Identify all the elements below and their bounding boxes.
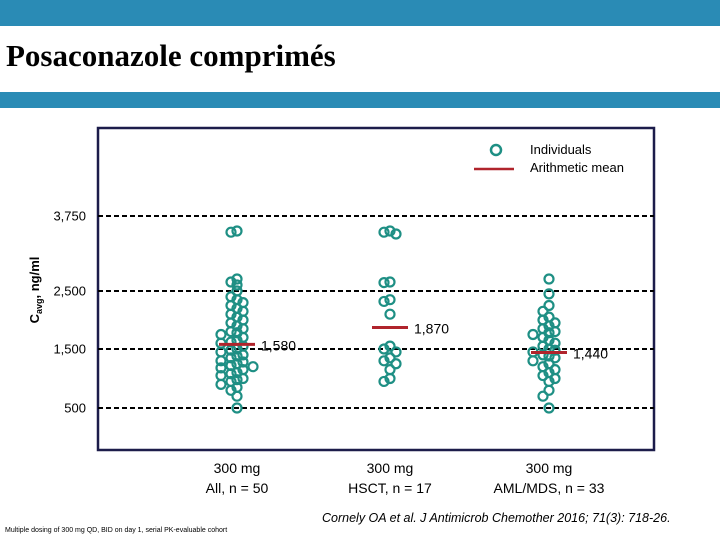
data-point bbox=[384, 340, 396, 352]
data-point bbox=[225, 352, 237, 364]
mean-label: 1,440 bbox=[573, 346, 608, 362]
data-point bbox=[543, 402, 555, 414]
data-point bbox=[225, 384, 237, 396]
data-point bbox=[384, 364, 396, 376]
data-point bbox=[378, 355, 390, 367]
data-point bbox=[231, 374, 243, 386]
citation: Cornely OA et al. J Antimicrob Chemother… bbox=[322, 511, 671, 525]
data-point bbox=[215, 378, 227, 390]
data-point bbox=[231, 225, 243, 237]
x-group-sublabel: HSCT, n = 17 bbox=[348, 480, 432, 496]
data-point bbox=[527, 328, 539, 341]
data-point bbox=[215, 362, 227, 374]
data-point bbox=[225, 326, 237, 338]
data-point bbox=[549, 337, 561, 349]
title-band bbox=[0, 26, 720, 92]
data-point bbox=[378, 226, 390, 238]
data-point bbox=[543, 320, 555, 332]
data-point bbox=[549, 344, 561, 356]
y-tick-label: 2,500 bbox=[53, 284, 86, 299]
data-point bbox=[231, 390, 243, 402]
data-point bbox=[237, 372, 249, 385]
data-point bbox=[537, 349, 549, 361]
data-point bbox=[231, 350, 243, 362]
y-axis-label-rest: , ng/ml bbox=[27, 257, 42, 299]
x-group-label: 300 mg bbox=[367, 460, 414, 476]
data-point bbox=[225, 226, 237, 238]
page-title: Posaconazole comprimés bbox=[6, 38, 336, 73]
data-point bbox=[549, 372, 561, 385]
data-point bbox=[543, 299, 555, 312]
data-point bbox=[237, 349, 249, 361]
data-point bbox=[231, 273, 243, 285]
data-point bbox=[390, 228, 402, 240]
legend: Individuals Arithmetic mean bbox=[474, 142, 624, 175]
data-point bbox=[537, 390, 549, 402]
data-point bbox=[231, 367, 243, 379]
data-point bbox=[384, 372, 396, 385]
data-point bbox=[390, 346, 402, 358]
data-point bbox=[537, 369, 549, 382]
data-point bbox=[527, 355, 539, 367]
data-point bbox=[378, 295, 390, 308]
data-point bbox=[384, 294, 396, 306]
data-point bbox=[247, 361, 259, 373]
data-point bbox=[378, 375, 390, 388]
plot-frame bbox=[96, 126, 656, 452]
data-point bbox=[225, 276, 237, 288]
data-point bbox=[384, 308, 396, 320]
data-point bbox=[549, 326, 561, 338]
data-point bbox=[231, 279, 243, 291]
legend-individuals: Individuals bbox=[530, 142, 592, 157]
y-tick-label: 500 bbox=[64, 401, 86, 416]
data-point bbox=[215, 355, 227, 367]
y-axis-label-sub: avg bbox=[34, 298, 44, 314]
mean-label: 1,870 bbox=[414, 321, 449, 337]
x-group-label: 300 mg bbox=[214, 460, 261, 476]
data-point bbox=[390, 358, 402, 370]
data-point bbox=[384, 352, 396, 364]
x-group-sublabel: AML/MDS, n = 33 bbox=[494, 480, 605, 496]
data-point bbox=[378, 343, 390, 355]
data-point bbox=[543, 288, 555, 300]
y-tick-label: 3,750 bbox=[53, 209, 86, 224]
y-axis-label-main: C bbox=[27, 313, 42, 323]
y-axis-label: Cavg, ng/ml bbox=[27, 257, 44, 324]
data-point bbox=[384, 276, 396, 288]
data-point bbox=[231, 320, 243, 332]
data-point bbox=[384, 225, 396, 237]
mean-label: 1,580 bbox=[261, 337, 296, 353]
legend-mean: Arithmetic mean bbox=[530, 160, 624, 175]
data-point bbox=[231, 402, 243, 414]
legend-marker-icon bbox=[489, 143, 503, 157]
data-point bbox=[543, 273, 555, 285]
x-group-label: 300 mg bbox=[526, 460, 573, 476]
data-point bbox=[225, 368, 237, 380]
x-group-sublabel: All, n = 50 bbox=[206, 480, 269, 496]
data-point bbox=[378, 277, 390, 289]
data-point bbox=[543, 384, 555, 396]
footnote: Multiple dosing of 300 mg QD, BID on day… bbox=[5, 527, 228, 534]
y-tick-label: 1,500 bbox=[53, 342, 86, 357]
data-point bbox=[237, 356, 249, 368]
